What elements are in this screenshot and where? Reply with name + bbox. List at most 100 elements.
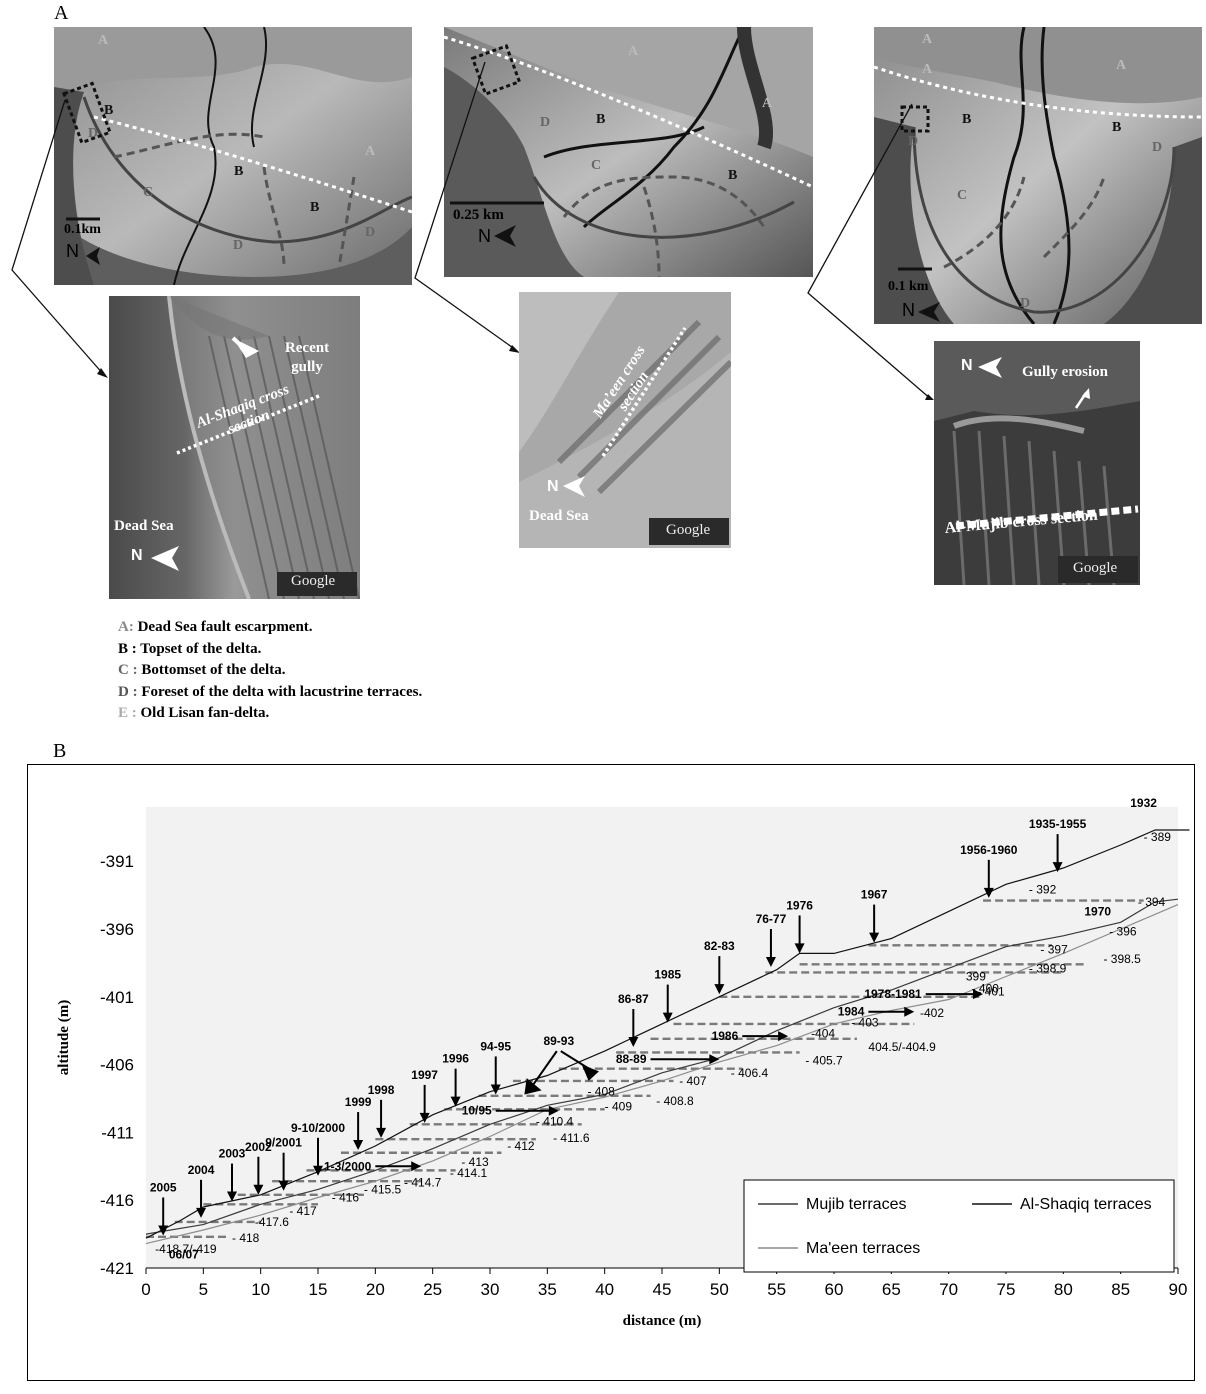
photo-right-letter-a1: A <box>922 32 933 47</box>
year-label: 1935-1955 <box>1029 817 1087 831</box>
year-label: 1967 <box>861 888 888 902</box>
year-label: 1978-1981 <box>864 987 922 1001</box>
value-label: - 413 <box>461 1155 489 1169</box>
arrow-head <box>904 1006 915 1017</box>
value-label: -404 <box>811 1026 835 1040</box>
x-tick-label: 65 <box>882 1280 901 1299</box>
y-tick-label: -406 <box>100 1056 134 1075</box>
x-tick-label: 50 <box>710 1280 729 1299</box>
photo-mid-letter-b2: B <box>728 168 738 183</box>
value-label: - 415.5 <box>364 1182 402 1196</box>
arrow-head <box>353 1140 364 1151</box>
photo-left-letter-d3: D <box>365 225 376 240</box>
year-label: 1999 <box>345 1095 372 1109</box>
legend-label: Al-Shaqiq terraces <box>1020 1196 1152 1213</box>
value-label: - 417 <box>289 1204 317 1218</box>
value-label: -418.7/-419 <box>155 1242 217 1256</box>
value-label: - 394 <box>1138 895 1166 909</box>
legend-label: Ma'een terraces <box>806 1240 920 1257</box>
x-tick-label: 90 <box>1169 1280 1188 1299</box>
x-tick-label: 35 <box>538 1280 557 1299</box>
year-label: 1-3/2000 <box>324 1159 372 1173</box>
zoom-connector-arrows <box>11 61 934 400</box>
year-label: 1985 <box>654 968 681 982</box>
photo-left-letter-b2: B <box>234 164 244 179</box>
year-label: 2004 <box>188 1163 215 1177</box>
year-label: 82-83 <box>704 939 735 953</box>
y-tick-label: -421 <box>100 1259 134 1278</box>
x-tick-label: 20 <box>366 1280 385 1299</box>
arrow-head <box>714 984 725 995</box>
value-label: - 418 <box>232 1231 260 1245</box>
value-label: - 416 <box>332 1190 360 1204</box>
arrow-head <box>869 932 880 943</box>
arrow-head <box>765 956 776 967</box>
value-label: - 410.4 <box>536 1115 574 1129</box>
satellite-photo-right <box>874 27 1202 324</box>
value-label: 404.5/-404.9 <box>868 1040 936 1054</box>
x-tick-label: 45 <box>653 1280 672 1299</box>
arrow-head <box>450 1096 461 1107</box>
value-label: - 396 <box>1109 925 1137 939</box>
legend-item-d: D : Foreset of the delta with lacustrine… <box>118 683 423 700</box>
arrow-head <box>313 1165 323 1176</box>
arrow-head <box>253 1184 264 1195</box>
zoom-mid-north: N <box>547 478 559 495</box>
year-label: 76-77 <box>756 912 787 926</box>
zoom-photo-middle <box>519 292 731 548</box>
photo-left-north: N <box>66 241 79 261</box>
photo-left-letter-b1: B <box>104 103 114 118</box>
y-axis-title: altitude (m) <box>56 1000 72 1075</box>
photo-mid-letter-d: D <box>540 115 551 130</box>
photo-mid-letter-a1: A <box>628 44 639 59</box>
photo-mid-letter-c: C <box>591 158 602 173</box>
zoom-photo-left <box>109 296 360 599</box>
arrow-head <box>419 1112 430 1123</box>
series-line <box>145 829 1190 1239</box>
arrow-head <box>628 1036 639 1047</box>
photo-right-letter-d3: D <box>1020 296 1031 311</box>
value-label: - 398.9 <box>1029 961 1067 975</box>
chart-legend <box>743 1179 1175 1273</box>
x-tick-label: 60 <box>825 1280 844 1299</box>
year-label: 2005 <box>150 1180 177 1194</box>
arrow-head <box>973 989 984 1000</box>
zoom-mid-sea: Dead Sea <box>529 508 589 524</box>
legend-item-b: B : Topset of the delta. <box>118 640 262 657</box>
photo-right-letter-b1: B <box>962 112 972 127</box>
photo-right-letter-c: C <box>957 188 968 203</box>
photo-left-letter-d1: D <box>88 126 99 141</box>
year-label: 2003 <box>219 1147 246 1161</box>
arrow-head <box>196 1207 207 1218</box>
legend-item-c: C : Bottomset of the delta. <box>118 662 286 678</box>
legend-label: Mujib terraces <box>806 1196 906 1213</box>
photo-right-letter-a3: A <box>922 62 933 77</box>
zoom-left-recent-gully: Recent gully <box>284 340 330 375</box>
arrow-head <box>490 1084 501 1095</box>
arrow-head <box>548 1105 559 1116</box>
value-label: - 407 <box>679 1074 707 1088</box>
year-label: 06/07 <box>169 1248 199 1262</box>
year-label: 1996 <box>442 1052 469 1066</box>
value-label: - 411.6 <box>553 1131 590 1145</box>
arrow-head <box>778 1031 789 1042</box>
y-tick-label: -401 <box>100 988 134 1007</box>
arrow-head <box>1052 862 1063 873</box>
photo-left-letter-d2: D <box>233 238 244 253</box>
photo-mid-letter-a2: A <box>762 96 773 111</box>
x-tick-label: 70 <box>939 1280 958 1299</box>
zoom-left-watermark: Google <box>291 573 336 589</box>
year-label: 1970 <box>1084 904 1111 918</box>
x-tick-label: 75 <box>997 1280 1016 1299</box>
arrow-head <box>411 1161 422 1172</box>
x-tick-label: 40 <box>595 1280 614 1299</box>
value-label: - 409 <box>605 1100 633 1114</box>
year-label: 10/95 <box>462 1104 492 1118</box>
value-label: - 405.7 <box>805 1054 843 1068</box>
zoom-photo-right <box>934 341 1140 585</box>
year-label: 1997 <box>411 1068 438 1082</box>
arrow-head <box>709 1054 720 1065</box>
year-arrow <box>529 1050 558 1090</box>
chart-frame <box>27 764 1195 1381</box>
photo-left-letter-a2: A <box>365 144 376 159</box>
